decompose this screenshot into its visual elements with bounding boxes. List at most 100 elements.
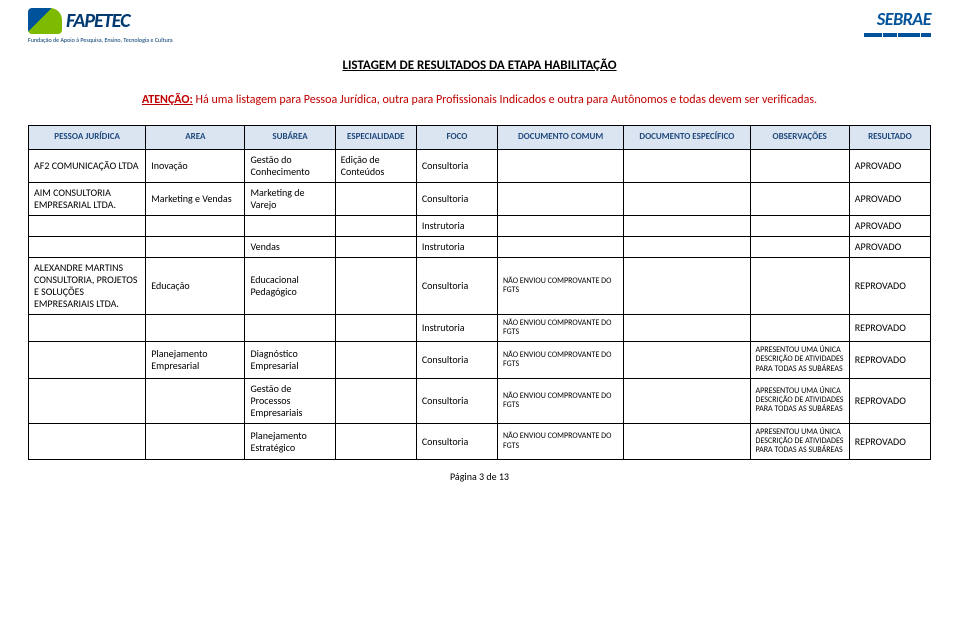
table-row: Planejamento Estratégico ConsultoriaNÃO E… [29,423,931,460]
cell-foco: Consultoria [416,149,497,182]
cell-esp [335,236,416,257]
cell-res: REPROVADO [849,423,930,460]
cell-area: Marketing e Vendas [146,182,245,215]
cell-res: APROVADO [849,236,930,257]
cell-de [624,236,750,257]
cell-area: Inovação [146,149,245,182]
cell-pj [29,342,146,379]
cell-de [624,182,750,215]
cell-esp [335,257,416,314]
cell-foco: Consultoria [416,378,497,423]
table-row: Vendas Instrutoria APROVADO [29,236,931,257]
cell-area [146,378,245,423]
cell-esp [335,378,416,423]
cell-foco: Instrutoria [416,314,497,341]
page: FAPETEC Fundação de Apoio à Pesquisa, En… [0,0,959,489]
fapetec-name: FAPETEC [66,9,129,33]
cell-de [624,257,750,314]
cell-res: REPROVADO [849,257,930,314]
results-table: PESSOA JURÍDICA AREA SUBÁREA ESPECIALIDA… [28,125,931,460]
table-row: Gestão de Processos Empresariais Consulto… [29,378,931,423]
cell-res: APROVADO [849,149,930,182]
cell-esp: Edição de Conteúdos [335,149,416,182]
cell-res: APROVADO [849,215,930,236]
col-de: DOCUMENTO ESPECÍFICO [624,126,750,150]
cell-obs [750,257,849,314]
sebrae-bars-icon [864,33,931,37]
page-footer: Página 3 de 13 [28,470,931,483]
notice-text: Há uma listagem para Pessoa Jurídica, ou… [193,93,817,107]
cell-sub: Educacional Pedagógico [245,257,335,314]
cell-area [146,314,245,341]
cell-de [624,378,750,423]
cell-sub: Planejamento Estratégico [245,423,335,460]
table-row: AF2 COMUNICAÇÃO LTDAInovaçãoGestão do Co… [29,149,931,182]
header: FAPETEC Fundação de Apoio à Pesquisa, En… [28,8,931,44]
cell-foco: Consultoria [416,423,497,460]
cell-obs [750,215,849,236]
sebrae-name: SEBRAE [877,8,931,30]
cell-foco: Consultoria [416,342,497,379]
cell-area [146,215,245,236]
col-res: RESULTADO [849,126,930,150]
cell-de [624,423,750,460]
cell-foco: Consultoria [416,182,497,215]
cell-res: REPROVADO [849,378,930,423]
table-row: InstrutoriaNÃO ENVIOU COMPROVANTE DO FGT… [29,314,931,341]
cell-obs [750,182,849,215]
page-title: LISTAGEM DE RESULTADOS DA ETAPA HABILITA… [28,58,931,73]
cell-sub: Gestão do Conhecimento [245,149,335,182]
cell-area: Planejamento Empresarial [146,342,245,379]
col-dc: DOCUMENTO COMUM [498,126,624,150]
cell-esp [335,215,416,236]
cell-res: REPROVADO [849,342,930,379]
cell-foco: Consultoria [416,257,497,314]
col-area: AREA [146,126,245,150]
cell-obs: APRESENTOU UMA ÚNICA DESCRIÇÃO DE ATIVID… [750,378,849,423]
cell-esp [335,423,416,460]
cell-obs: APRESENTOU UMA ÚNICA DESCRIÇÃO DE ATIVID… [750,423,849,460]
cell-dc [498,236,624,257]
cell-pj [29,423,146,460]
col-pj: PESSOA JURÍDICA [29,126,146,150]
notice-prefix: ATENÇÃO: [142,93,193,107]
cell-obs [750,149,849,182]
cell-de [624,342,750,379]
cell-dc [498,215,624,236]
cell-dc: NÃO ENVIOU COMPROVANTE DO FGTS [498,342,624,379]
cell-dc [498,182,624,215]
col-obs: OBSERVAÇÕES [750,126,849,150]
cell-res: APROVADO [849,182,930,215]
cell-sub: Vendas [245,236,335,257]
cell-area [146,236,245,257]
table-header-row: PESSOA JURÍDICA AREA SUBÁREA ESPECIALIDA… [29,126,931,150]
cell-de [624,149,750,182]
cell-pj: AF2 COMUNICAÇÃO LTDA [29,149,146,182]
cell-dc [498,149,624,182]
cell-dc: NÃO ENVIOU COMPROVANTE DO FGTS [498,314,624,341]
fapetec-logo: FAPETEC Fundação de Apoio à Pesquisa, En… [28,8,173,44]
cell-foco: Instrutoria [416,236,497,257]
cell-pj: AIM CONSULTORIA EMPRESARIAL LTDA. [29,182,146,215]
cell-sub: Gestão de Processos Empresariais [245,378,335,423]
cell-pj [29,236,146,257]
cell-pj [29,378,146,423]
cell-de [624,215,750,236]
cell-obs [750,236,849,257]
cell-obs [750,314,849,341]
fapetec-subtitle: Fundação de Apoio à Pesquisa, Ensino, Te… [28,36,173,44]
notice: ATENÇÃO: Há uma listagem para Pessoa Jur… [28,93,931,107]
cell-pj: ALEXANDRE MARTINS CONSULTORIA, PROJETOS … [29,257,146,314]
cell-de [624,314,750,341]
cell-sub: Marketing de Varejo [245,182,335,215]
cell-dc: NÃO ENVIOU COMPROVANTE DO FGTS [498,378,624,423]
cell-esp [335,314,416,341]
cell-foco: Instrutoria [416,215,497,236]
cell-obs: APRESENTOU UMA ÚNICA DESCRIÇÃO DE ATIVID… [750,342,849,379]
cell-esp [335,342,416,379]
cell-area: Educação [146,257,245,314]
table-row: AIM CONSULTORIA EMPRESARIAL LTDA.Marketi… [29,182,931,215]
cell-dc: NÃO ENVIOU COMPROVANTE DO FGTS [498,423,624,460]
cell-area [146,423,245,460]
table-row: ALEXANDRE MARTINS CONSULTORIA, PROJETOS … [29,257,931,314]
